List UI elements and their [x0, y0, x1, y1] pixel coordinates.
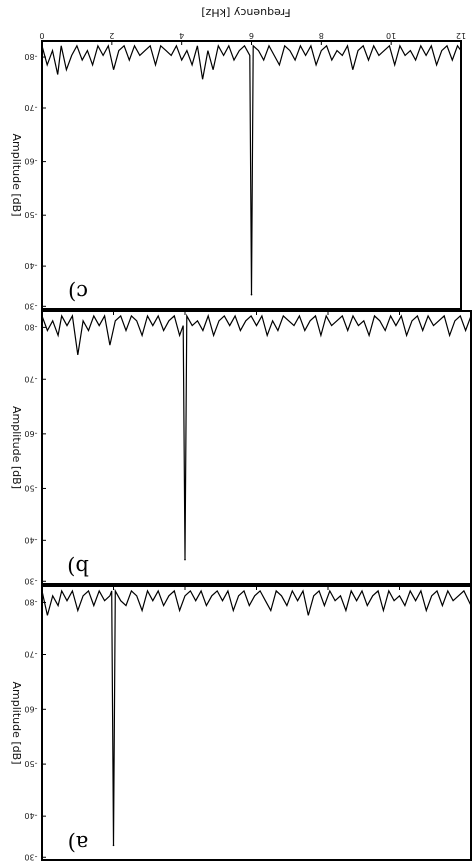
y-tick-label: -70 — [24, 103, 37, 112]
y-tick-label: -70 — [24, 650, 37, 659]
panel-label: a) — [68, 831, 89, 855]
spectrum-peak-point — [184, 558, 186, 561]
y-tick-label: -50 — [24, 759, 37, 768]
panel-label: b) — [67, 555, 89, 579]
y-tick-label: -40 — [24, 535, 37, 544]
y-tick-label: -60 — [24, 157, 37, 166]
x-tick-label: 12 — [456, 31, 466, 40]
x-tick-label: 0 — [39, 31, 44, 40]
amplitude-axis-title: Amplitude [dB] — [10, 134, 23, 217]
y-tick-label: -80 — [24, 322, 37, 331]
panel-label: c) — [68, 280, 88, 304]
x-tick-label: 4 — [179, 31, 184, 40]
y-tick-label: -60 — [24, 704, 37, 713]
y-tick-label: -40 — [24, 811, 37, 820]
x-tick-label: 10 — [386, 31, 396, 40]
spectrum-peak-point — [250, 293, 253, 296]
y-tick-label: -30 — [24, 301, 37, 310]
panel-frame-a — [41, 585, 472, 861]
y-tick-label: -30 — [24, 852, 37, 861]
panel-frame-b — [41, 310, 472, 585]
amplitude-axis-title: Amplitude [dB] — [10, 682, 23, 765]
y-tick-label: -80 — [24, 52, 37, 61]
y-tick-label: -80 — [24, 597, 37, 606]
x-tick-label: 8 — [319, 31, 324, 40]
frequency-axis-title: Frequency [kHz] — [201, 6, 290, 19]
amplitude-axis-title: Amplitude [dB] — [10, 406, 23, 489]
spectrum-series-line — [41, 588, 472, 846]
y-tick-label: -60 — [24, 429, 37, 438]
spectrum-series-line — [41, 313, 472, 560]
x-tick-label: 6 — [249, 31, 254, 40]
y-tick-label: -50 — [24, 210, 37, 219]
y-tick-label: -30 — [24, 576, 37, 585]
y-tick-label: -40 — [24, 261, 37, 270]
y-tick-label: -50 — [24, 483, 37, 492]
y-tick-label: -70 — [24, 374, 37, 383]
spectrum-peak-point — [112, 844, 115, 847]
x-tick-label: 2 — [109, 31, 114, 40]
